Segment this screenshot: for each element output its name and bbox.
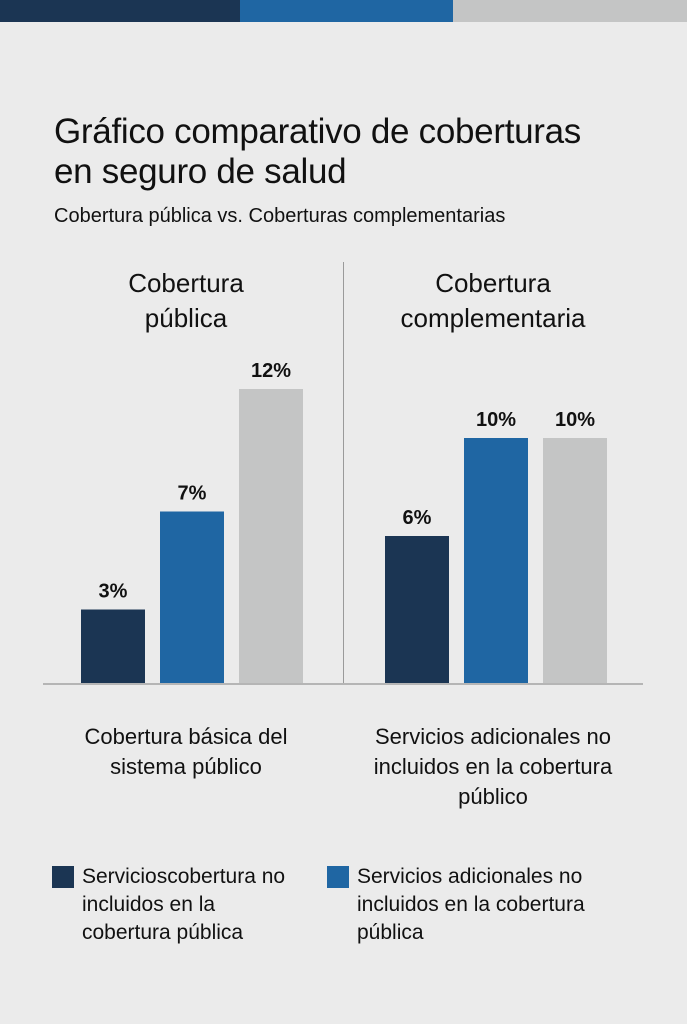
legend-label: Servicios adicionales no incluidos en la… — [357, 865, 585, 944]
x-axis-baseline — [43, 683, 643, 685]
data-label: 3% — [99, 581, 128, 603]
legend-label: Servicioscobertura no incluidos en la co… — [82, 865, 286, 944]
data-label: 6% — [403, 507, 432, 529]
category-label-complementary: Servicios adicionales no incluidos en la… — [373, 724, 613, 809]
bar — [81, 609, 145, 683]
panel-title-complementary: Cobertura complementaria — [400, 268, 586, 333]
legend-swatch — [327, 866, 349, 888]
panel-divider — [343, 262, 344, 683]
bar — [464, 438, 528, 683]
category-label-public: Cobertura básica del sistema público — [84, 724, 288, 779]
data-label: 12% — [251, 360, 291, 382]
data-label: 10% — [476, 409, 516, 431]
data-label: 7% — [178, 483, 207, 505]
legend-swatch — [52, 866, 74, 888]
bar — [385, 536, 449, 683]
chart-title: Gráfico comparativo de coberturas en seg… — [54, 112, 582, 191]
bar — [160, 511, 224, 683]
header-strip-dark — [0, 0, 240, 22]
bar — [239, 389, 303, 683]
panel-title-public: Cobertura pública — [128, 268, 244, 333]
header-strip-gray — [453, 0, 687, 22]
bar — [543, 438, 607, 683]
header-strip-blue — [240, 0, 453, 22]
chart-subtitle: Cobertura pública vs. Coberturas complem… — [54, 205, 506, 227]
data-label: 10% — [555, 409, 595, 431]
